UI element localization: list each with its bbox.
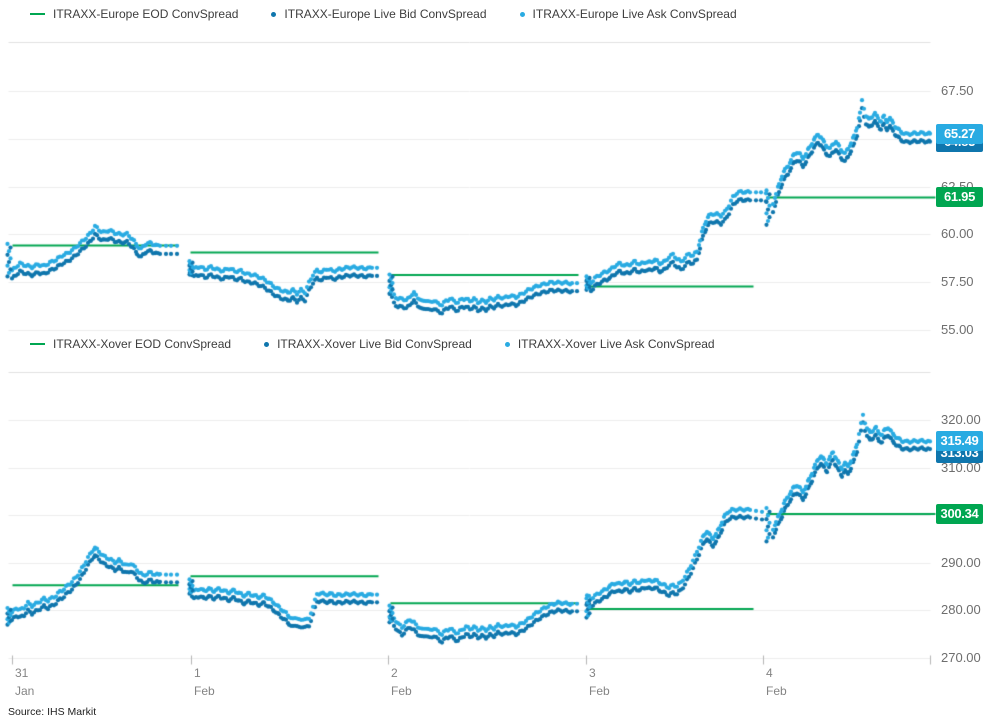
ask-dot-marker-icon [519, 11, 525, 17]
y-axis-label: 280.00 [941, 602, 981, 617]
source-attribution: Source: IHS Markit [8, 706, 97, 718]
xover-last-ask-badge: 315.49 [936, 431, 983, 451]
y-axis-label: 67.50 [941, 83, 974, 98]
legend-label: ITRAXX-Europe Live Ask ConvSpread [532, 7, 737, 21]
y-axis-label: 55.00 [941, 322, 974, 337]
eod-line-marker-icon [30, 343, 45, 345]
x-axis-month-label: Feb [391, 684, 412, 698]
legend-item-xover-ask[interactable]: ITRAXX-Xover Live Ask ConvSpread [504, 337, 715, 351]
xover-eod-badge: 300.34 [936, 504, 983, 524]
eod-line-marker-icon [30, 13, 45, 15]
legend-label: ITRAXX-Xover Live Ask ConvSpread [517, 337, 715, 351]
legend-item-xover-bid[interactable]: ITRAXX-Xover Live Bid ConvSpread [264, 337, 472, 351]
x-axis-month-label: Jan [15, 684, 35, 698]
bid-dot-marker-icon [264, 341, 270, 347]
x-axis-day-label: 31 [15, 666, 29, 680]
legend-label: ITRAXX-Xover EOD ConvSpread [53, 337, 232, 351]
legend-item-europe-bid[interactable]: ITRAXX-Europe Live Bid ConvSpread [271, 7, 487, 21]
legend-europe: ITRAXX-Europe EOD ConvSpread ITRAXX-Euro… [30, 6, 737, 22]
x-axis-day-label: 2 [391, 666, 398, 680]
legend-item-xover-eod[interactable]: ITRAXX-Xover EOD ConvSpread [30, 337, 231, 351]
legend-label: ITRAXX-Europe Live Bid ConvSpread [284, 7, 487, 21]
y-axis-label: 57.50 [941, 274, 974, 289]
x-axis-day-label: 1 [194, 666, 201, 680]
x-axis-day-label: 4 [766, 666, 773, 680]
legend-label: ITRAXX-Xover Live Bid ConvSpread [277, 337, 472, 351]
ask-dot-marker-icon [504, 341, 510, 347]
y-axis-label: 310.00 [941, 460, 981, 475]
legend-xover: ITRAXX-Xover EOD ConvSpread ITRAXX-Xover… [30, 336, 715, 352]
x-axis-month-label: Feb [589, 684, 610, 698]
legend-label: ITRAXX-Europe EOD ConvSpread [53, 7, 239, 21]
x-axis-month-label: Feb [194, 684, 215, 698]
x-axis-day-label: 3 [589, 666, 596, 680]
legend-item-europe-ask[interactable]: ITRAXX-Europe Live Ask ConvSpread [519, 7, 737, 21]
bid-dot-marker-icon [271, 11, 277, 17]
x-axis-month-label: Feb [766, 684, 787, 698]
y-axis-label: 290.00 [941, 555, 981, 570]
y-axis-label: 270.00 [941, 650, 981, 665]
y-axis-label: 320.00 [941, 412, 981, 427]
europe-last-ask-badge: 65.27 [936, 124, 983, 144]
legend-item-europe-eod[interactable]: ITRAXX-Europe EOD ConvSpread [30, 7, 238, 21]
europe-eod-badge: 61.95 [936, 187, 983, 207]
y-axis-label: 60.00 [941, 226, 974, 241]
